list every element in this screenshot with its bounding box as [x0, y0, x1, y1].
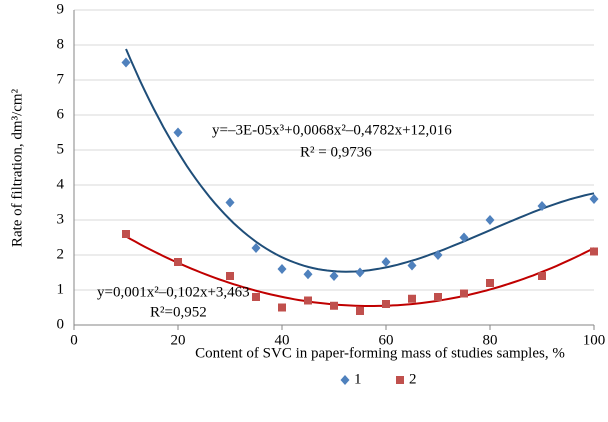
- point: [459, 232, 469, 243]
- trendline: [125, 235, 595, 307]
- x-tick-label: 20: [171, 332, 186, 348]
- point: [537, 201, 547, 211]
- point: [356, 307, 364, 315]
- point: [226, 272, 234, 280]
- point: [304, 296, 312, 305]
- point: [251, 243, 261, 253]
- x-tick-label: 0: [70, 332, 78, 348]
- x-tick-label: 60: [379, 332, 394, 348]
- y-tick-label: 4: [57, 176, 65, 192]
- y-tick-label: 7: [57, 71, 65, 87]
- y-tick-label: 0: [57, 316, 65, 332]
- point: [252, 293, 260, 301]
- point: [434, 293, 442, 301]
- y-tick-label: 8: [57, 36, 65, 52]
- point: [590, 247, 598, 256]
- point: [225, 197, 235, 208]
- point: [589, 194, 599, 204]
- y-tick-label: 3: [57, 211, 65, 227]
- r-squared: R²=0,952: [150, 304, 207, 320]
- point: [407, 260, 417, 271]
- point: [330, 301, 338, 310]
- legend-marker: [340, 375, 350, 385]
- legend-label: 2: [409, 371, 417, 387]
- trendline-equation: y=0,001x²–0,102x+3,463: [97, 284, 250, 300]
- point: [485, 215, 495, 225]
- y-tick-label: 5: [57, 141, 65, 157]
- legend-label: 1: [354, 371, 362, 387]
- y-tick-label: 2: [57, 246, 65, 262]
- point: [174, 258, 182, 266]
- point: [278, 303, 286, 312]
- y-tick-label: 9: [57, 1, 65, 17]
- point: [303, 269, 313, 280]
- point: [460, 289, 468, 298]
- point: [121, 57, 131, 68]
- r-squared: R² = 0,9736: [300, 144, 372, 160]
- point: [538, 272, 546, 280]
- x-tick-label: 100: [583, 332, 606, 348]
- x-tick-label: 80: [483, 332, 498, 348]
- trendline-equation: y=–3E-05x³+0,0068x²–0,4782x+12,016: [212, 122, 452, 138]
- point: [277, 264, 287, 274]
- point: [408, 294, 416, 303]
- legend-marker: [396, 376, 404, 384]
- point: [381, 257, 391, 267]
- x-axis-label: Content of SVC in paper-forming mass of …: [195, 345, 565, 361]
- point: [329, 271, 339, 281]
- point: [355, 267, 365, 278]
- y-tick-label: 1: [57, 281, 65, 297]
- y-tick-label: 6: [57, 106, 65, 122]
- point: [122, 230, 130, 238]
- point: [486, 279, 494, 287]
- point: [382, 300, 390, 308]
- point: [433, 250, 443, 260]
- point: [173, 127, 183, 138]
- y-axis-label: Rate of filtration, dm³/cm²: [9, 88, 25, 247]
- x-tick-label: 40: [275, 332, 290, 348]
